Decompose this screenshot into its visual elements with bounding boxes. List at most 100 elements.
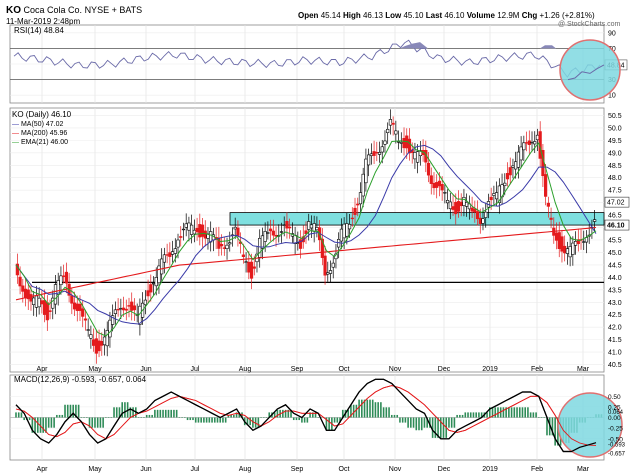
price-candle-body xyxy=(233,226,237,230)
macd-y-tick-0: 0.50 xyxy=(608,394,621,401)
price-candle-body xyxy=(546,202,550,207)
price-candle-body xyxy=(372,151,376,156)
macd-histogram-bar xyxy=(268,412,271,418)
rsi-y-tick-4: 90 xyxy=(608,30,616,37)
price-candle-body xyxy=(549,217,553,220)
macd-histogram-bar xyxy=(83,417,85,418)
macd-histogram-bar xyxy=(148,414,151,418)
price-right-label-0: 47.02 xyxy=(607,200,625,207)
macd-histogram-bar xyxy=(110,417,113,418)
price-candle-body xyxy=(462,197,466,206)
macd-histogram-bar xyxy=(107,417,110,418)
macd-histogram-bar xyxy=(358,399,360,418)
price-candle-body xyxy=(508,167,512,176)
price-candle-body xyxy=(399,142,403,144)
macd-histogram-bar xyxy=(75,404,77,418)
price-candle-body xyxy=(445,200,450,204)
macd-histogram-bar xyxy=(535,412,537,418)
price-candle-body xyxy=(146,290,150,297)
price-candle-body xyxy=(524,142,529,144)
price-candle-body xyxy=(560,236,564,252)
price-candle-body xyxy=(568,246,572,258)
macd-histogram-bar xyxy=(480,412,483,418)
macd-histogram-bar xyxy=(410,417,412,428)
price-candle-body xyxy=(331,262,335,268)
quote-bar: Open 45.14 High 46.13 Low 45.10 Last 46.… xyxy=(298,11,595,20)
macd-x-label-4: Aug xyxy=(239,466,252,473)
macd-histogram-bar xyxy=(475,412,477,418)
price-y-tick-14: 47.5 xyxy=(608,188,622,195)
macd-histogram-bar xyxy=(64,404,66,418)
macd-histogram-bar xyxy=(448,417,450,428)
price-candle-body xyxy=(527,140,531,145)
open-value: 45.14 xyxy=(320,11,341,20)
price-candle-body xyxy=(198,224,202,238)
price-candle-body xyxy=(388,119,393,126)
price-candle-body xyxy=(285,221,289,229)
price-candle-body xyxy=(402,137,406,149)
price-candle-body xyxy=(89,334,93,339)
price-x-label-8: Dec xyxy=(438,366,451,373)
price-candle-body xyxy=(505,173,510,180)
price-candle-body xyxy=(323,255,327,276)
price-candle-body xyxy=(78,303,82,311)
price-candle-body xyxy=(200,224,205,237)
price-candle-body xyxy=(535,134,540,141)
price-candle-body xyxy=(470,207,474,212)
price-candle-body xyxy=(448,201,452,210)
price-legend: — MA(50) 47.02 — MA(200) 45.96 — EMA(21)… xyxy=(12,120,68,147)
macd-current-label-0: 0.064 xyxy=(608,410,624,416)
macd-histogram-bar xyxy=(407,417,409,428)
price-candle-body xyxy=(15,263,19,276)
price-candle-body xyxy=(86,329,90,331)
macd-histogram-bar xyxy=(510,407,513,418)
price-candle-body xyxy=(435,182,439,188)
price-candle-body xyxy=(377,152,382,155)
macd-x-label-2: Jun xyxy=(140,466,151,473)
price-candle-body xyxy=(94,338,98,354)
price-candle-body xyxy=(269,228,273,232)
macd-histogram-bar xyxy=(306,417,309,423)
company-name: Coca Cola Co. xyxy=(23,5,83,15)
price-x-label-4: Aug xyxy=(239,366,252,373)
macd-histogram-bar xyxy=(371,399,374,418)
rsi-y-tick-0: 10 xyxy=(608,93,616,100)
price-candle-body xyxy=(56,280,60,295)
price-candle-body xyxy=(181,228,186,231)
macd-histogram-bar xyxy=(546,417,548,436)
price-candle-body xyxy=(168,252,172,257)
price-candle-body xyxy=(554,232,559,241)
price-candle-body xyxy=(475,211,480,220)
macd-histogram-bar xyxy=(513,407,516,418)
price-candle-body xyxy=(304,230,308,235)
volume-value: 12.9M xyxy=(497,11,520,20)
macd-histogram-bar xyxy=(88,417,91,428)
price-candle-body xyxy=(149,284,153,293)
rsi-line xyxy=(13,39,601,78)
macd-histogram-bar xyxy=(502,407,505,418)
macd-histogram-bar xyxy=(58,414,61,418)
price-candle-body xyxy=(573,241,578,246)
macd-histogram-bar xyxy=(121,402,123,418)
price-candle-body xyxy=(416,151,420,163)
price-candle-body xyxy=(100,341,104,346)
macd-histogram-bar xyxy=(431,417,434,438)
price-candle-body xyxy=(533,141,537,145)
macd-histogram-bar xyxy=(505,407,507,418)
macd-histogram-bar xyxy=(284,409,287,418)
last-value: 46.10 xyxy=(444,11,465,20)
macd-histogram-bar xyxy=(401,417,404,423)
price-candle-body xyxy=(176,239,180,248)
price-candle-body xyxy=(413,152,417,160)
price-candle-body xyxy=(522,142,526,151)
macd-histogram-bar xyxy=(222,417,224,423)
macd-histogram-bar xyxy=(192,417,194,421)
macd-current-label-2: -0.657 xyxy=(608,451,626,457)
price-candle-body xyxy=(451,206,455,210)
exchange: NYSE + BATS xyxy=(84,5,143,15)
macd-x-label-9: 2019 xyxy=(482,466,498,473)
macd-y-tick-1: 0.25 xyxy=(608,404,621,411)
macd-histogram-bar xyxy=(385,407,388,418)
price-candle-body xyxy=(503,182,507,186)
macd-histogram-bar xyxy=(396,414,399,418)
